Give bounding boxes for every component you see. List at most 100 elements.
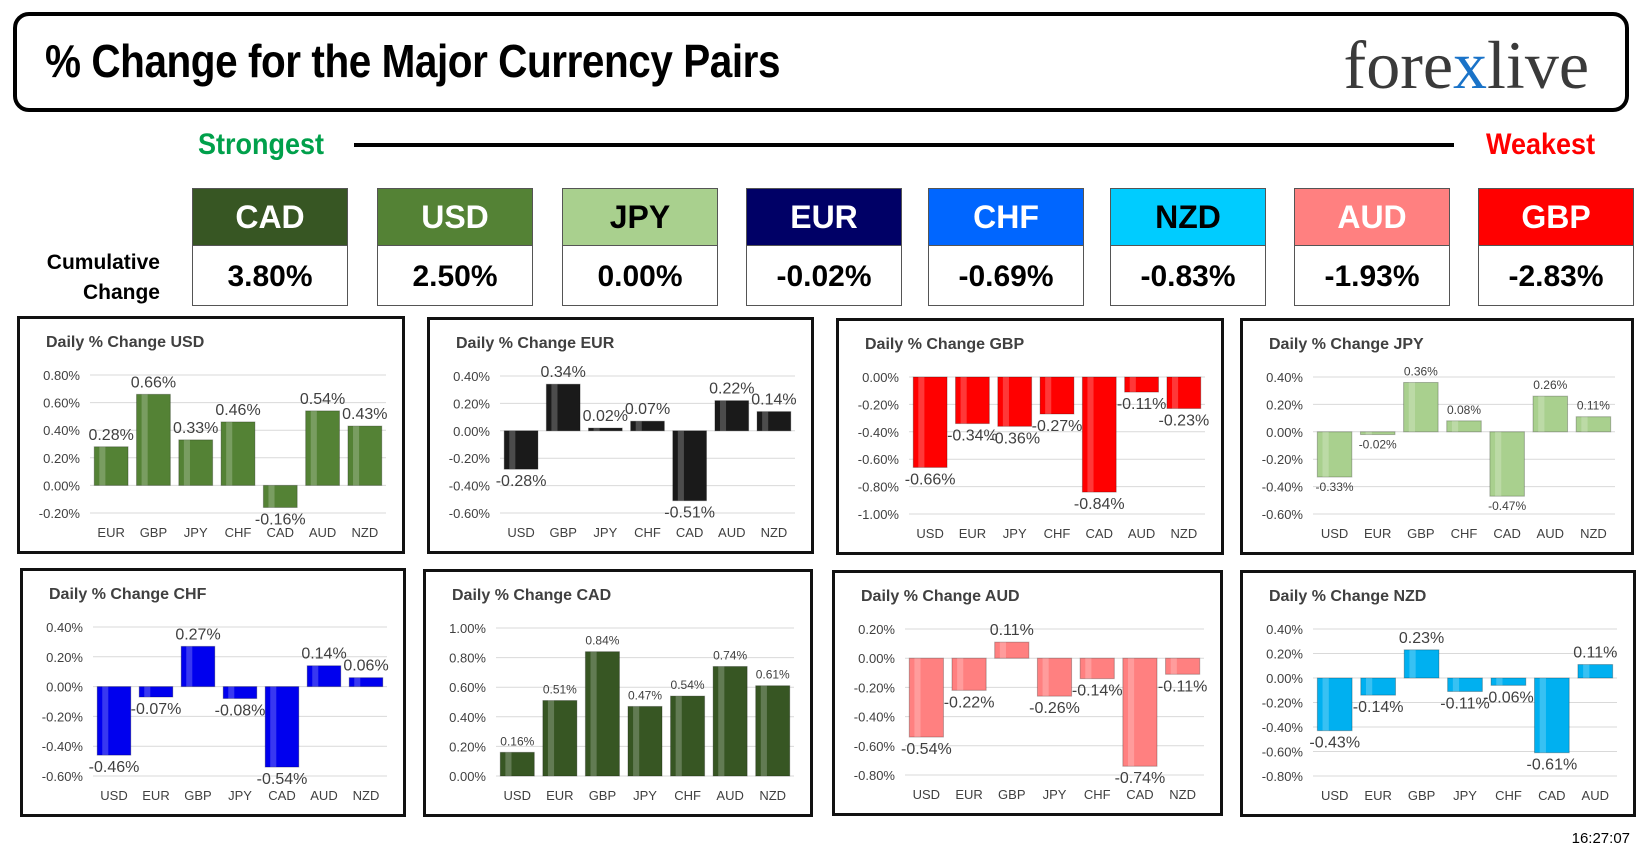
cumulative-value: -1.93%	[1324, 260, 1420, 293]
currency-box-aud: AUD -1.93%	[1294, 188, 1450, 306]
y-tick-label: -0.60%	[1262, 745, 1304, 760]
bar-chf	[1490, 677, 1527, 686]
bar-highlight	[268, 485, 275, 508]
bar-highlight	[957, 658, 964, 691]
bar-aud	[305, 410, 340, 486]
bar-highlight	[226, 421, 233, 486]
data-label: 0.11%	[1573, 645, 1617, 662]
y-tick-label: 0.20%	[858, 622, 895, 637]
data-label: 0.07%	[625, 401, 670, 418]
bar-nzd	[755, 685, 791, 777]
bar-nzd	[347, 425, 383, 486]
bar-highlight	[353, 426, 360, 486]
data-label: 0.16%	[500, 734, 534, 748]
x-tick-label: CHF	[1451, 526, 1478, 541]
bar-highlight	[1172, 377, 1179, 409]
y-tick-label: 0.00%	[453, 424, 490, 439]
bar-gbp	[584, 651, 620, 777]
data-label: 0.51%	[543, 683, 577, 697]
y-tick-label: 0.00%	[1266, 425, 1303, 440]
x-tick-label: CHF	[1495, 788, 1522, 803]
bar-highlight	[1365, 678, 1373, 696]
bar-jpy	[588, 427, 623, 432]
bar-chf	[1079, 657, 1115, 680]
x-tick-label: CAD	[1126, 787, 1153, 802]
y-tick-label: -0.40%	[1262, 720, 1304, 735]
y-tick-label: 0.20%	[46, 650, 83, 665]
bar-gbp	[994, 641, 1030, 659]
currency-box-eur: EUR -0.02%	[746, 188, 902, 306]
data-label: -0.11%	[1158, 678, 1208, 695]
data-label: 0.34%	[541, 364, 586, 381]
data-label: -0.33%	[1316, 480, 1354, 494]
x-tick-label: JPY	[633, 788, 657, 803]
chart-title: Daily % Change USD	[46, 334, 204, 351]
y-tick-label: -0.20%	[449, 451, 491, 466]
cumulative-value: 2.50%	[412, 260, 498, 293]
x-tick-label: AUD	[1582, 788, 1609, 803]
data-label: -0.47%	[1488, 499, 1526, 513]
bar-eur	[951, 657, 987, 691]
x-tick-label: NZD	[351, 525, 378, 540]
x-tick-label: CAD	[268, 788, 295, 803]
bar-gbp	[136, 393, 171, 486]
bar-highlight	[505, 752, 512, 776]
currency-box-nzd: NZD -0.83%	[1110, 188, 1266, 306]
y-tick-label: 0.40%	[453, 369, 490, 384]
y-tick-label: 0.20%	[453, 396, 490, 411]
currency-box-cad: CAD 3.80%	[192, 188, 348, 306]
y-tick-label: -0.60%	[1262, 507, 1304, 522]
data-label: -0.54%	[257, 771, 308, 788]
data-label: -0.14%	[1072, 683, 1123, 700]
bar-highlight	[1085, 658, 1092, 679]
bar-jpy	[1036, 657, 1073, 697]
y-tick-label: -0.20%	[1262, 696, 1304, 711]
chart-svg: Daily % Change CHF 0.40% 0.20% 0.00% -0.20% -…	[42, 586, 389, 803]
y-tick-label: -0.60%	[42, 769, 84, 784]
data-label: -0.11%	[1440, 695, 1490, 712]
data-label: -0.34%	[947, 428, 998, 445]
bar-highlight	[270, 686, 277, 768]
x-tick-label: AUD	[310, 788, 337, 803]
y-tick-label: -0.20%	[42, 709, 84, 724]
data-label: 0.46%	[215, 402, 260, 419]
title-banner: % Change for the Major Currency Pairs fo…	[13, 12, 1629, 112]
data-label: -0.07%	[131, 701, 182, 718]
cumulative-value: 0.00%	[597, 260, 683, 293]
currency-box-jpy: JPY 0.00%	[562, 188, 718, 306]
bar-highlight	[960, 377, 967, 424]
data-label: 0.28%	[88, 427, 133, 444]
bar-usd	[499, 751, 535, 777]
bar-highlight	[1408, 382, 1415, 432]
bar-gbp	[1403, 649, 1440, 679]
bar-nzd	[1165, 657, 1201, 675]
currency-box-gbp: GBP -2.83%	[1478, 188, 1634, 306]
bar-highlight	[1583, 664, 1590, 678]
chart-title: Daily % Change GBP	[865, 336, 1024, 353]
bar-highlight	[1409, 649, 1416, 678]
data-label: -0.27%	[1032, 418, 1083, 435]
x-tick-label: NZD	[759, 788, 786, 803]
y-tick-label: -0.60%	[449, 506, 491, 521]
bar-highlight	[1581, 416, 1588, 432]
bar-aud	[712, 665, 748, 777]
data-label: -0.46%	[89, 759, 140, 776]
y-tick-label: -0.60%	[858, 452, 900, 467]
data-label: -0.26%	[1029, 700, 1080, 717]
bar-highlight	[718, 666, 725, 776]
bar-highlight	[183, 439, 190, 486]
bar-highlight	[675, 696, 682, 776]
data-label: 0.47%	[628, 688, 662, 702]
chart-svg: Daily % Change GBP 0.00% -0.20% -0.40% -0.60…	[858, 336, 1209, 541]
weakest-label: Weakest	[1486, 128, 1596, 161]
data-label: -0.22%	[944, 694, 995, 711]
y-tick-label: -0.20%	[1262, 452, 1304, 467]
data-label: 0.74%	[713, 648, 747, 662]
cumulative-value: -0.83%	[1140, 260, 1236, 293]
data-label: 0.54%	[671, 678, 705, 692]
y-tick-label: 0.40%	[449, 710, 486, 725]
bar-jpy	[222, 686, 258, 700]
data-label: -0.28%	[496, 473, 547, 490]
x-tick-label: AUD	[716, 788, 743, 803]
chart-title: Daily % Change JPY	[1269, 336, 1424, 353]
